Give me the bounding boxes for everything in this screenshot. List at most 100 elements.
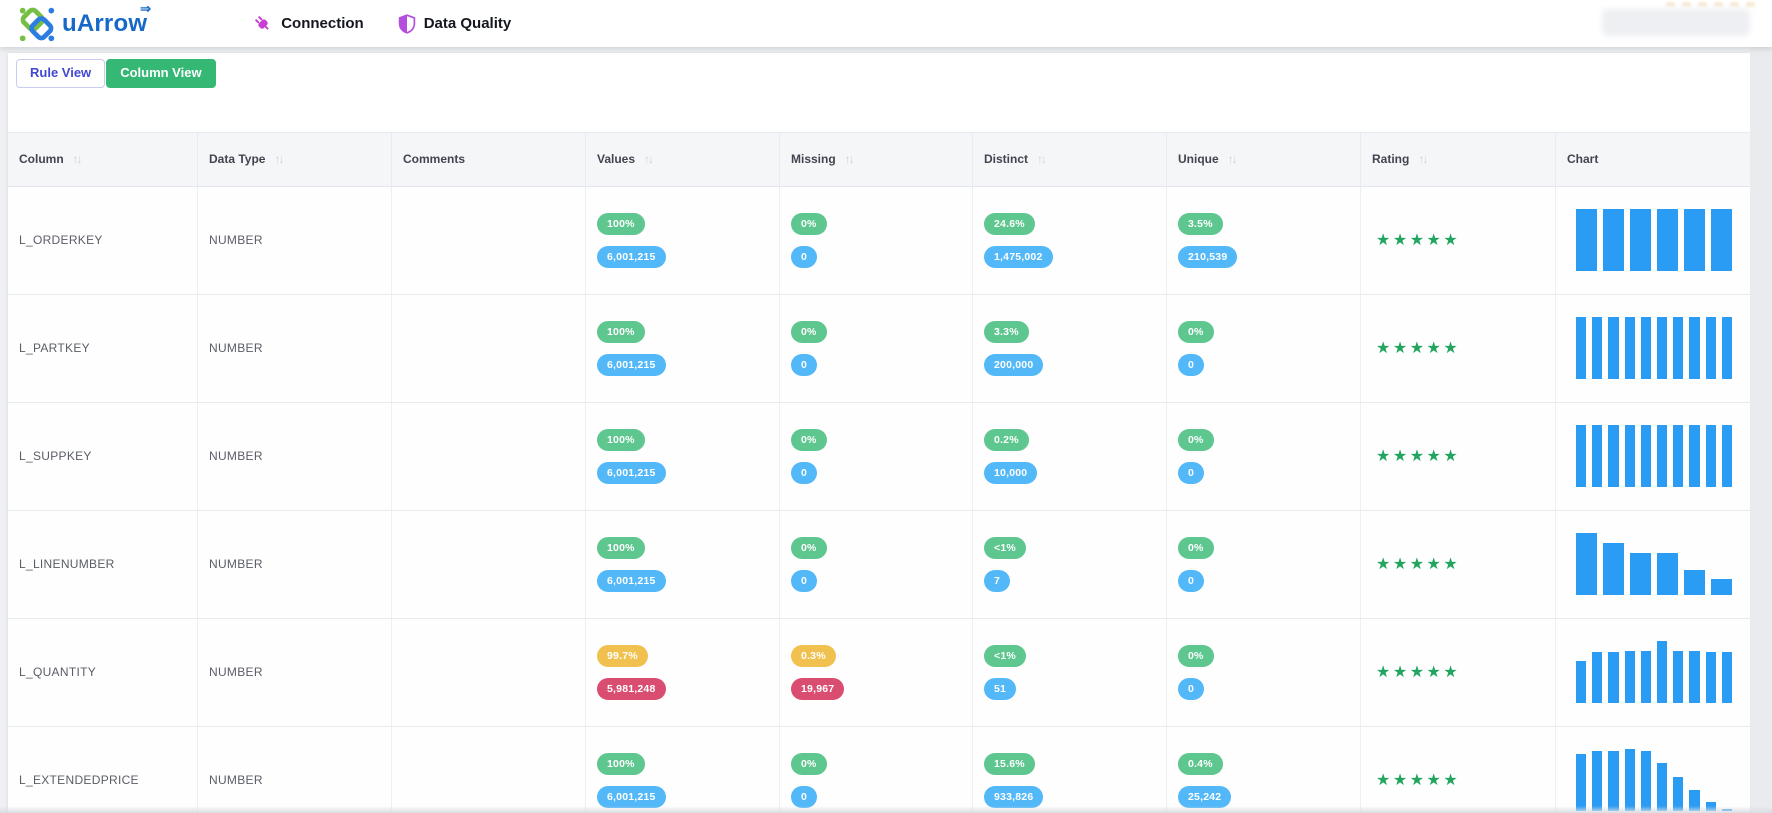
chart-bar [1608, 425, 1619, 488]
chart-bar [1673, 425, 1684, 488]
comments-cell [391, 726, 585, 813]
chart-bar [1705, 425, 1716, 488]
chart-bar [1603, 209, 1624, 272]
header-cell-data-type[interactable]: Data Type ↑↓ [197, 132, 391, 186]
chart-bar [1711, 578, 1732, 596]
table-row: L_SUPPKEY NUMBER 100% 6,001,215 0% 0 0.2… [8, 402, 1750, 511]
pct-badge: 99.7% [597, 644, 648, 667]
chart [1576, 533, 1732, 596]
chart-bar [1624, 749, 1635, 812]
rating-cell: ★★★★★ [1360, 294, 1555, 402]
scrollbar-track[interactable] [1750, 47, 1772, 813]
pct-badge: <1% [984, 536, 1026, 559]
sort-icon: ↑↓ [274, 152, 284, 167]
header-label: Column [19, 152, 64, 167]
comments-cell [391, 510, 585, 618]
count-badge: 1,475,002 [984, 245, 1053, 268]
header-cell-values[interactable]: Values ↑↓ [585, 132, 779, 186]
rating-stars: ★★★★★ [1376, 340, 1461, 358]
tab-rule-view[interactable]: Rule View [16, 59, 106, 88]
data-type-cell: NUMBER [197, 294, 391, 402]
chart-bar [1657, 763, 1668, 812]
uarrow-logo[interactable]: uArrow ⇒ [16, 2, 151, 45]
count-badge: 6,001,215 [597, 353, 666, 376]
pct-badge: 100% [597, 752, 645, 775]
table-header: Column ↑↓ Data Type ↑↓ Comments ↑↓ Value… [8, 131, 1750, 187]
header-label: Rating [1372, 152, 1410, 167]
nav-item-data-quality[interactable]: Data Quality [398, 13, 512, 34]
content-card: Rule View Column View Column ↑↓ Data Typ… [8, 53, 1750, 813]
column-name: L_QUANTITY [19, 665, 97, 680]
chart-bar [1640, 425, 1652, 488]
rating-cell: ★★★★★ [1360, 618, 1555, 726]
chart-cell [1555, 726, 1750, 813]
chart-bar [1657, 552, 1678, 596]
nav-item-connection[interactable]: Connection [252, 13, 364, 34]
chart-bar [1684, 570, 1705, 596]
table-row: L_PARTKEY NUMBER 100% 6,001,215 0% 0 3.3… [8, 294, 1750, 403]
pct-badge: 0% [791, 212, 827, 235]
pct-badge: 0% [791, 536, 827, 559]
chart-bar [1640, 651, 1652, 704]
table-row: L_LINENUMBER NUMBER 100% 6,001,215 0% 0 … [8, 510, 1750, 619]
redacted-user-area [1602, 9, 1750, 36]
chart-bar [1689, 425, 1700, 488]
header-cell-missing[interactable]: Missing ↑↓ [779, 132, 972, 186]
view-tabs: Rule View Column View [16, 59, 1750, 88]
header-label: Comments [403, 152, 466, 167]
nav-data-quality-label: Data Quality [423, 15, 512, 32]
data-type-cell: NUMBER [197, 402, 391, 510]
chart-bar [1689, 651, 1700, 704]
column-name: L_EXTENDEDPRICE [19, 773, 139, 788]
count-badge: 6,001,215 [597, 461, 666, 484]
sort-icon: ↑↓ [644, 152, 654, 167]
chart-bar [1592, 317, 1603, 380]
comments-cell [391, 402, 585, 510]
header-cell-rating[interactable]: Rating ↑↓ [1360, 132, 1555, 186]
chart-bar [1576, 754, 1587, 812]
missing-cell: 0% 0 [779, 402, 972, 510]
table-row: L_EXTENDEDPRICE NUMBER 100% 6,001,215 0%… [8, 726, 1750, 813]
pct-badge: 24.6% [984, 212, 1035, 235]
header-cell-column[interactable]: Column ↑↓ [8, 132, 197, 186]
header-cell-unique[interactable]: Unique ↑↓ [1166, 132, 1360, 186]
chart-bar [1592, 651, 1603, 704]
data-type: NUMBER [209, 233, 263, 248]
count-badge: 210,539 [1178, 245, 1238, 268]
chart-bar [1705, 651, 1716, 704]
rating-cell: ★★★★★ [1360, 402, 1555, 510]
count-badge: 200,000 [984, 353, 1044, 376]
count-badge: 0 [1178, 677, 1205, 700]
missing-cell: 0% 0 [779, 510, 972, 618]
pct-badge: 100% [597, 320, 645, 343]
rating-stars: ★★★★★ [1376, 772, 1461, 790]
data-type: NUMBER [209, 665, 263, 680]
count-badge: 0 [791, 569, 818, 592]
header-cell-distinct[interactable]: Distinct ↑↓ [972, 132, 1166, 186]
chart-bar [1721, 425, 1733, 488]
chart-bar [1630, 209, 1651, 272]
values-cell: 100% 6,001,215 [585, 294, 779, 402]
data-type-cell: NUMBER [197, 510, 391, 618]
rating-stars: ★★★★★ [1376, 232, 1461, 250]
rating-stars: ★★★★★ [1376, 664, 1461, 682]
chart [1576, 749, 1733, 812]
count-badge: 25,242 [1178, 785, 1232, 808]
sort-icon: ↑↓ [1418, 152, 1428, 167]
table-row: L_ORDERKEY NUMBER 100% 6,001,215 0% 0 24… [8, 186, 1750, 295]
pct-badge: 0.4% [1178, 752, 1223, 775]
column-name: L_PARTKEY [19, 341, 90, 356]
comments-cell [391, 294, 585, 402]
missing-cell: 0% 0 [779, 186, 972, 294]
tab-column-view[interactable]: Column View [106, 59, 216, 88]
column-name: L_LINENUMBER [19, 557, 115, 572]
chart-bar [1640, 317, 1652, 380]
comments-cell [391, 186, 585, 294]
chart-bar [1592, 750, 1603, 812]
pct-badge: 100% [597, 428, 645, 451]
count-badge: 10,000 [984, 461, 1038, 484]
chart-bar [1624, 425, 1635, 488]
pct-badge: 100% [597, 212, 645, 235]
chart-bar [1576, 533, 1597, 596]
header-label: Chart [1567, 152, 1599, 167]
